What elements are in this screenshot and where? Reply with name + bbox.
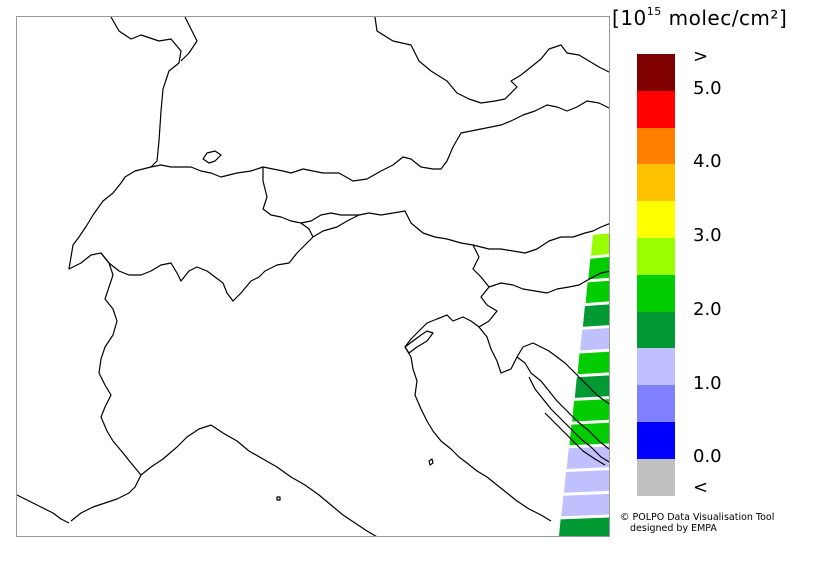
credit-line-2: designed by EMPA [630, 523, 717, 534]
coast-small-island-2 [428, 458, 434, 466]
unit-text: molec/cm² [661, 6, 779, 30]
coast-italy-adriatic [404, 314, 552, 522]
legend-swatch-10 [637, 421, 675, 459]
legend-swatch-2 [637, 127, 675, 165]
legend-label-5: 5.0 [693, 78, 722, 99]
legend-swatch-3 [637, 164, 675, 202]
border-germany-austria [180, 17, 198, 62]
coast-ligurian [17, 494, 70, 524]
swath-pixel-11 [561, 493, 609, 517]
border-austria-bavaria [120, 100, 609, 184]
swath-pixel-8 [569, 422, 609, 446]
coast-venice [404, 330, 434, 354]
swath-pixel-4 [580, 328, 609, 351]
credit-text: © POLPO Data Visualisation Tool designed… [620, 512, 774, 534]
unit-bracket-open: [ [612, 6, 621, 30]
legend-swatch-11 [637, 458, 675, 496]
swath-pixel-0 [591, 233, 609, 256]
border-italy-inner [140, 424, 212, 476]
legend-label-0: 0.0 [693, 446, 722, 467]
unit-label: [1015 molec/cm²] [612, 5, 788, 30]
border-slovenia-croatia [488, 270, 609, 294]
legend-swatch-8 [637, 348, 675, 386]
swath-pixel-10 [564, 470, 609, 493]
border-switzerland [68, 182, 609, 302]
lake-constance [202, 150, 222, 164]
coast-small-island [276, 496, 281, 501]
coast-italy-south [210, 424, 377, 536]
legend-swatch-1 [637, 90, 675, 128]
border-france-germany [110, 17, 182, 168]
legend-label-1: 1.0 [693, 373, 722, 394]
coast-istria [478, 326, 609, 405]
croatia-islands [516, 356, 609, 450]
legend-swatch-4 [637, 201, 675, 238]
swath-pixel-2 [585, 280, 609, 304]
swath-pixel-12 [558, 517, 609, 536]
legend-swatch-9 [637, 385, 675, 422]
unit-exponent: 15 [646, 5, 662, 19]
legend-label-4: 4.0 [693, 151, 722, 172]
legend-label-3: 3.0 [693, 225, 722, 246]
unit-base: 10 [620, 6, 647, 30]
credit-line-1: © POLPO Data Visualisation Tool [620, 512, 775, 523]
legend-swatch-6 [637, 274, 675, 312]
legend-label-above: > [693, 46, 709, 67]
country-borders [17, 17, 609, 536]
legend-swatch-7 [637, 311, 675, 349]
swath-pixel-9 [566, 446, 609, 469]
map-frame[interactable] [16, 16, 610, 537]
croatia-islands-2 [528, 376, 609, 463]
legend-label-2: 2.0 [693, 299, 722, 320]
border-liechtenstein [300, 212, 359, 224]
legend-swatch-5 [637, 237, 675, 275]
legend-swatch-0 [637, 54, 675, 91]
map-canvas[interactable] [17, 17, 610, 537]
satellite-swath [558, 233, 609, 536]
swath-pixel-3 [582, 304, 609, 327]
swath-pixel-5 [577, 351, 609, 375]
croatia-islands-3 [544, 412, 606, 466]
legend-label-below: < [693, 477, 709, 498]
swath-pixel-1 [588, 257, 609, 280]
border-swiss-austria [262, 167, 314, 238]
border-italy-france [70, 252, 142, 522]
unit-bracket-close: ] [778, 6, 788, 30]
border-italy-slovenia [436, 244, 498, 328]
swath-pixel-7 [572, 399, 609, 422]
color-legend [637, 54, 675, 496]
border-czech [374, 17, 609, 104]
